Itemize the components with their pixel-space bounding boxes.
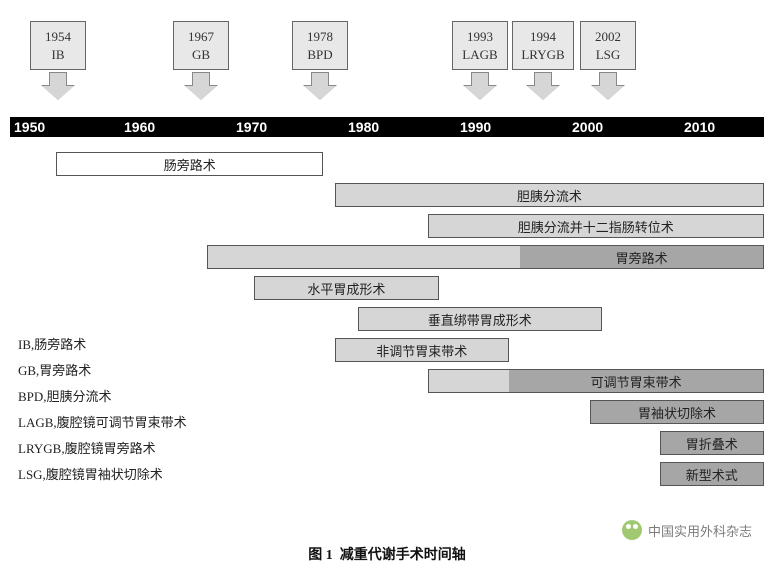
event-year: 1954 bbox=[33, 28, 83, 46]
wechat-icon bbox=[622, 520, 642, 540]
tick-1970: 1970 bbox=[236, 117, 267, 137]
figure-caption: 图 1 减重代谢手术时间轴 bbox=[0, 544, 774, 564]
bar-水平胃成形术: 水平胃成形术 bbox=[254, 276, 440, 300]
bar-非调节胃束带术: 非调节胃束带术 bbox=[335, 338, 509, 362]
bar-胃旁路术: 胃旁路术 bbox=[207, 245, 764, 269]
legend-lrygb: LRYGB,腹腔镜胃旁路术 bbox=[18, 442, 156, 455]
bar-胆胰分流并十二指肠转位术: 胆胰分流并十二指肠转位术 bbox=[428, 214, 764, 238]
legend-ib: IB,肠旁路术 bbox=[18, 338, 86, 351]
bar-肠旁路术: 肠旁路术 bbox=[56, 152, 323, 176]
event-code: LAGB bbox=[455, 46, 505, 64]
event-year: 1994 bbox=[515, 28, 571, 46]
event-year: 1978 bbox=[295, 28, 345, 46]
tick-1950: 1950 bbox=[14, 117, 45, 137]
bar-可调节胃束带术: 可调节胃束带术 bbox=[428, 369, 764, 393]
event-box: 2002 LSG bbox=[580, 21, 636, 70]
tick-2000: 2000 bbox=[572, 117, 603, 137]
event-box: 1967 GB bbox=[173, 21, 229, 70]
event-lsg: 2002 LSG bbox=[580, 21, 636, 100]
tick-1960: 1960 bbox=[124, 117, 155, 137]
bar-胃袖状切除术: 胃袖状切除术 bbox=[590, 400, 764, 424]
bar-胃折叠术: 胃折叠术 bbox=[660, 431, 764, 455]
event-bpd: 1978 BPD bbox=[292, 21, 348, 100]
event-code: LSG bbox=[583, 46, 633, 64]
watermark-text: 中国实用外科杂志 bbox=[648, 521, 752, 540]
event-box: 1994 LRYGB bbox=[512, 21, 574, 70]
legend-bpd: BPD,胆胰分流术 bbox=[18, 390, 112, 403]
legend-gb: GB,胃旁路术 bbox=[18, 364, 91, 377]
tick-1980: 1980 bbox=[348, 117, 379, 137]
event-ib: 1954 IB bbox=[30, 21, 86, 100]
event-year: 1967 bbox=[176, 28, 226, 46]
event-gb: 1967 GB bbox=[173, 21, 229, 100]
event-box: 1978 BPD bbox=[292, 21, 348, 70]
tick-2010: 2010 bbox=[684, 117, 715, 137]
event-year: 2002 bbox=[583, 28, 633, 46]
event-code: IB bbox=[33, 46, 83, 64]
legend-lagb: LAGB,腹腔镜可调节胃束带术 bbox=[18, 416, 187, 429]
legend-lsg: LSG,腹腔镜胃袖状切除术 bbox=[18, 468, 163, 481]
down-arrow-icon bbox=[452, 72, 508, 100]
event-code: GB bbox=[176, 46, 226, 64]
down-arrow-icon bbox=[580, 72, 636, 100]
event-lagb: 1993 LAGB bbox=[452, 21, 508, 100]
down-arrow-icon bbox=[292, 72, 348, 100]
event-code: LRYGB bbox=[515, 46, 571, 64]
bar-新型术式: 新型术式 bbox=[660, 462, 764, 486]
caption-text: 减重代谢手术时间轴 bbox=[340, 548, 466, 563]
event-code: BPD bbox=[295, 46, 345, 64]
down-arrow-icon bbox=[30, 72, 86, 100]
down-arrow-icon bbox=[512, 72, 574, 100]
event-box: 1993 LAGB bbox=[452, 21, 508, 70]
bar-垂直绑带胃成形术: 垂直绑带胃成形术 bbox=[358, 307, 602, 331]
timeline-diagram: 1954 IB 1967 GB 1978 BPD 1993 LAGB 1994 … bbox=[0, 0, 774, 578]
event-year: 1993 bbox=[455, 28, 505, 46]
caption-prefix: 图 1 bbox=[308, 548, 333, 563]
bar-胆胰分流术: 胆胰分流术 bbox=[335, 183, 764, 207]
event-lrygb: 1994 LRYGB bbox=[512, 21, 574, 100]
tick-1990: 1990 bbox=[460, 117, 491, 137]
event-box: 1954 IB bbox=[30, 21, 86, 70]
down-arrow-icon bbox=[173, 72, 229, 100]
watermark: 中国实用外科杂志 bbox=[622, 520, 752, 540]
